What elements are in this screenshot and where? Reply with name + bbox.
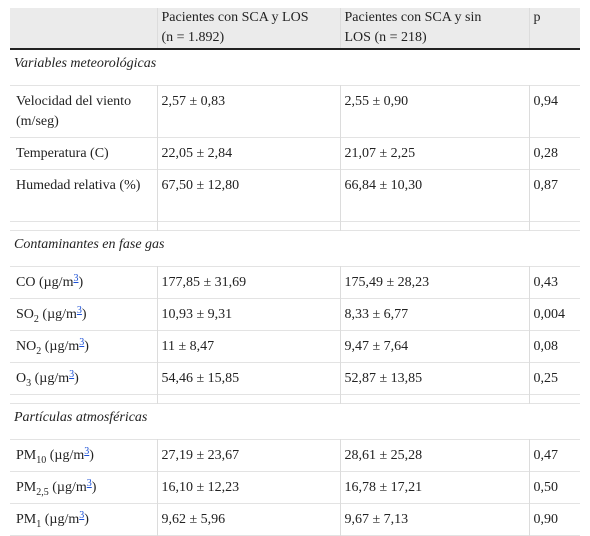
section-gases: Contaminantes en fase gas [10, 231, 580, 267]
group1-value: 10,93 ± 9,31 [156, 298, 340, 331]
p-value: 0,08 [528, 330, 580, 363]
p-value: 0,28 [528, 137, 580, 170]
section-title: Contaminantes en fase gas [14, 237, 165, 252]
group2-value: 52,87 ± 13,85 [339, 362, 529, 395]
group1-value: 27,19 ± 23,67 [156, 439, 340, 472]
table-row: SO2 (µg/m3) 10,93 ± 9,31 8,33 ± 6,77 0,0… [10, 298, 580, 331]
group2-value: 16,78 ± 17,21 [339, 471, 529, 504]
row-label: PM2,5 (µg/m3) [16, 478, 97, 498]
header-group2-title: Pacientes con SCA y sin [344, 10, 482, 25]
row-label: NO2 (µg/m3) [16, 337, 89, 357]
footnote-link[interactable]: 3 [79, 337, 85, 348]
table-row: Humedad relativa (%) 67,50 ± 12,80 66,84… [10, 169, 580, 222]
group2-value: 21,07 ± 2,25 [339, 137, 529, 170]
section-title: Partículas atmosféricas [14, 410, 148, 425]
footnote-link[interactable]: 3 [84, 446, 90, 457]
group2-value: 28,61 ± 25,28 [339, 439, 529, 472]
table-row: O3 (µg/m3) 54,46 ± 15,85 52,87 ± 13,85 0… [10, 362, 580, 395]
footnote-link[interactable]: 3 [79, 510, 85, 521]
footnote-link[interactable]: 3 [73, 273, 79, 284]
group1-value: 54,46 ± 15,85 [156, 362, 340, 395]
table-row: CO (µg/m3) 177,85 ± 31,69 175,49 ± 28,23… [10, 266, 580, 299]
table-row: Velocidad del viento (m/seg) 2,57 ± 0,83… [10, 85, 580, 138]
group1-value: 67,50 ± 12,80 [156, 169, 340, 222]
header-group2: Pacientes con SCA y sin LOS (n = 218) [339, 8, 529, 49]
p-value: 0,004 [528, 298, 580, 331]
header-group1: Pacientes con SCA y LOS (n = 1.892) [156, 8, 340, 49]
group2-value: 9,67 ± 7,13 [339, 503, 529, 536]
header-group1-title: Pacientes con SCA y LOS [161, 10, 309, 25]
table-row: PM10 (µg/m3) 27,19 ± 23,67 28,61 ± 25,28… [10, 439, 580, 472]
section-title: Variables meteorológicas [14, 56, 157, 71]
group2-value: 66,84 ± 10,30 [339, 169, 529, 222]
footnote-link[interactable]: 3 [76, 305, 82, 316]
header-group1-n: (n = 1.892) [161, 30, 225, 45]
group1-value: 2,57 ± 0,83 [156, 85, 340, 138]
row-label: Temperatura (C) [16, 146, 109, 161]
group2-value: 9,47 ± 7,64 [339, 330, 529, 363]
group1-value: 177,85 ± 31,69 [156, 266, 340, 299]
p-value: 0,43 [528, 266, 580, 299]
p-value: 0,90 [528, 503, 580, 536]
header-empty [10, 8, 157, 49]
table-row: Temperatura (C) 22,05 ± 2,84 21,07 ± 2,2… [10, 137, 580, 170]
section-meteo: Variables meteorológicas [10, 49, 580, 86]
group2-value: 8,33 ± 6,77 [339, 298, 529, 331]
row-label: O3 (µg/m3) [16, 369, 79, 389]
table-row: NO2 (µg/m3) 11 ± 8,47 9,47 ± 7,64 0,08 [10, 330, 580, 363]
group1-value: 11 ± 8,47 [156, 330, 340, 363]
row-label: PM10 (µg/m3) [16, 446, 94, 466]
spacer-row [10, 221, 580, 231]
p-value: 0,50 [528, 471, 580, 504]
p-value: 0,94 [528, 85, 580, 138]
header-row: Pacientes con SCA y LOS (n = 1.892) Pacie… [10, 8, 580, 49]
row-label: Velocidad del viento (m/seg) [16, 94, 132, 129]
table-row: PM1 (µg/m3) 9,62 ± 5,96 9,67 ± 7,13 0,90 [10, 503, 580, 536]
footnote-link[interactable]: 3 [69, 369, 75, 380]
group1-value: 16,10 ± 12,23 [156, 471, 340, 504]
group2-value: 175,49 ± 28,23 [339, 266, 529, 299]
row-label: PM1 (µg/m3) [16, 510, 89, 530]
group2-value: 2,55 ± 0,90 [339, 85, 529, 138]
section-particles: Partículas atmosféricas [10, 404, 580, 440]
group1-value: 9,62 ± 5,96 [156, 503, 340, 536]
spacer-row [10, 394, 580, 404]
row-label: CO (µg/m3) [16, 273, 84, 291]
footnote-link[interactable]: 3 [86, 478, 92, 489]
row-label: SO2 (µg/m3) [16, 305, 87, 325]
group1-value: 22,05 ± 2,84 [156, 137, 340, 170]
row-label: Humedad relativa (%) [16, 178, 141, 193]
p-value: 0,47 [528, 439, 580, 472]
table-row: PM2,5 (µg/m3) 16,10 ± 12,23 16,78 ± 17,2… [10, 471, 580, 504]
p-value: 0,87 [528, 169, 580, 222]
p-value: 0,25 [528, 362, 580, 395]
results-table: Pacientes con SCA y LOS (n = 1.892) Pacie… [10, 8, 580, 536]
header-p: p [528, 8, 580, 49]
header-group2-n: LOS (n = 218) [344, 30, 427, 45]
